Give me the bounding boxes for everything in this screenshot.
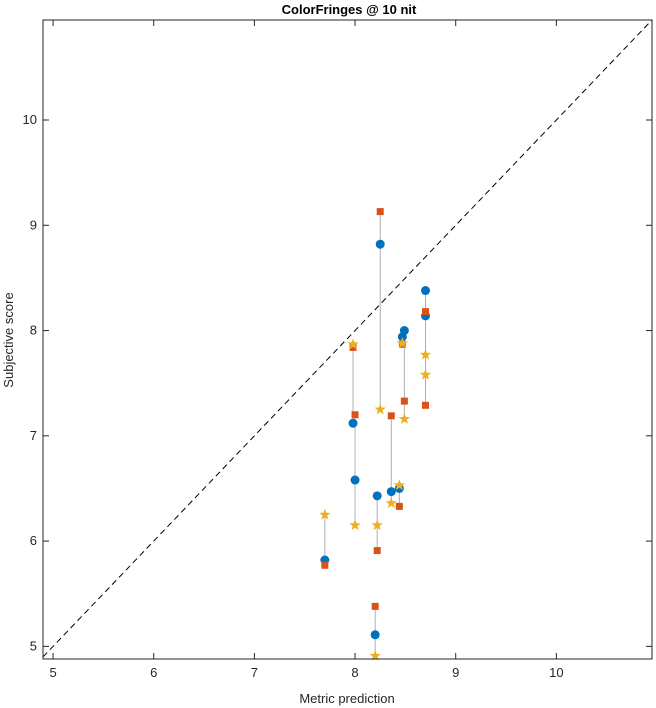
y-tick-label: 10 [23, 112, 37, 127]
x-axis: 5 6 7 8 9 10 [49, 20, 564, 680]
square-point [387, 412, 395, 420]
chart-title: ColorFringes @ 10 nit [282, 2, 417, 17]
y-tick-label: 6 [30, 533, 37, 548]
square-point [351, 411, 359, 419]
y-axis-label: Subjective score [1, 292, 16, 387]
star-point [349, 519, 361, 531]
x-axis-label: Metric prediction [299, 691, 394, 706]
square-point [371, 602, 379, 610]
star-point [419, 368, 432, 380]
circle-point [348, 418, 358, 428]
square-point [395, 502, 403, 510]
square-point [376, 208, 384, 216]
circle-point [350, 475, 360, 485]
x-tick-label: 10 [549, 665, 563, 680]
star-point [398, 412, 411, 424]
square-point [373, 547, 381, 555]
plot-area [43, 20, 652, 659]
y-tick-label: 9 [30, 217, 37, 232]
reference-line [42, 19, 653, 658]
x-tick-label: 7 [251, 665, 258, 680]
y-tick-label: 8 [30, 323, 37, 338]
x-tick-label: 8 [351, 665, 358, 680]
star-point [385, 497, 397, 509]
circle-point [386, 487, 396, 497]
star-point [396, 337, 409, 349]
circle-point [399, 326, 409, 336]
star-point [393, 479, 406, 491]
y-axis: 5 6 7 8 9 10 [23, 112, 652, 653]
plot-frame [42, 19, 653, 660]
square-point [422, 401, 430, 409]
y-tick-label: 5 [30, 638, 37, 653]
x-tick-label: 6 [150, 665, 157, 680]
circle-point [375, 239, 385, 249]
star-point [319, 508, 331, 520]
star-point [347, 338, 359, 350]
square-point [321, 561, 329, 569]
circle-point [372, 491, 382, 501]
star-point [374, 403, 386, 415]
star-point [369, 649, 381, 661]
circle-point [421, 286, 431, 296]
square-point [349, 343, 357, 351]
square-point [422, 308, 430, 316]
y-tick-label: 7 [30, 428, 37, 443]
x-tick-label: 5 [49, 665, 56, 680]
square-point [400, 397, 408, 405]
circle-point [370, 630, 380, 640]
markers [319, 208, 432, 661]
star-point [371, 519, 383, 531]
x-tick-label: 9 [452, 665, 459, 680]
star-point [419, 348, 432, 360]
